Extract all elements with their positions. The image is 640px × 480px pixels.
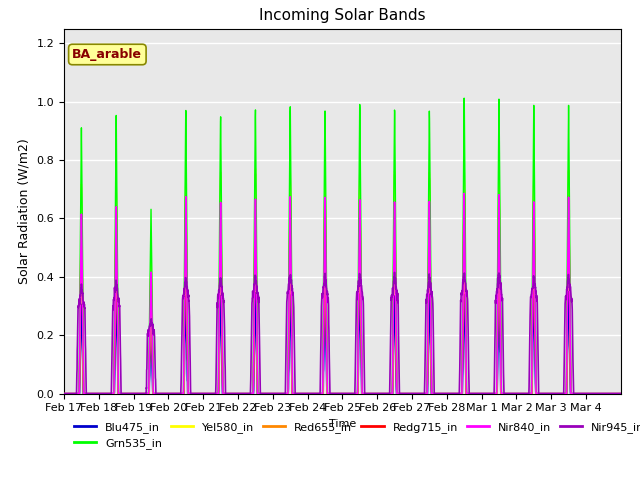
Text: BA_arable: BA_arable xyxy=(72,48,142,61)
X-axis label: Time: Time xyxy=(329,419,356,429)
Y-axis label: Solar Radiation (W/m2): Solar Radiation (W/m2) xyxy=(18,138,31,284)
Title: Incoming Solar Bands: Incoming Solar Bands xyxy=(259,9,426,24)
Legend: Blu475_in, Grn535_in, Yel580_in, Red655_in, Redg715_in, Nir840_in, Nir945_in: Blu475_in, Grn535_in, Yel580_in, Red655_… xyxy=(70,418,640,454)
